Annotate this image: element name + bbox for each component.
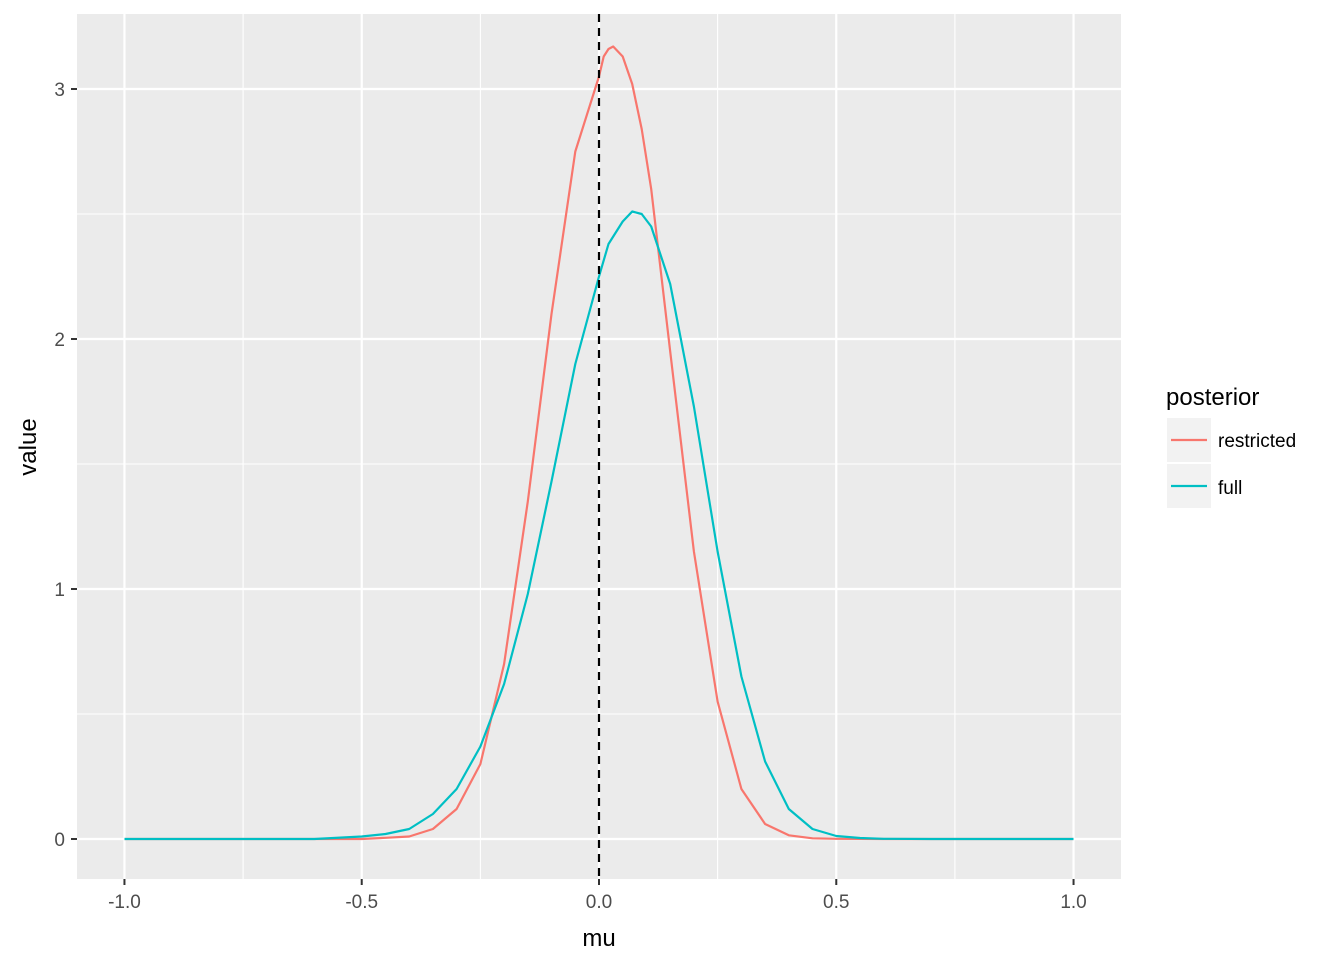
legend-label-restricted: restricted [1218,431,1296,452]
x-tick-label: -0.5 [345,892,378,913]
x-tick-label: 0.0 [586,892,612,913]
x-axis-title: mu [582,925,615,952]
x-tick-label: -1.0 [108,892,141,913]
series-line-full [124,210,1074,841]
y-tick-label: 1 [54,580,65,601]
y-axis-title: value [15,418,42,475]
legend-title: posterior [1166,384,1259,411]
y-tick-label: 3 [54,80,65,101]
x-tick-label: 0.5 [823,892,849,913]
y-axis: 0 1 2 3 [54,80,77,851]
legend: posterior restricted full [1166,384,1296,508]
x-tick-label: 1.0 [1060,892,1086,913]
legend-label-full: full [1218,478,1242,499]
series-layer [124,45,1074,841]
x-axis: -1.0 -0.5 0.0 0.5 1.0 [108,879,1087,913]
series-line-restricted [124,45,1074,841]
y-tick-label: 0 [54,830,65,851]
y-tick-label: 2 [54,330,65,351]
